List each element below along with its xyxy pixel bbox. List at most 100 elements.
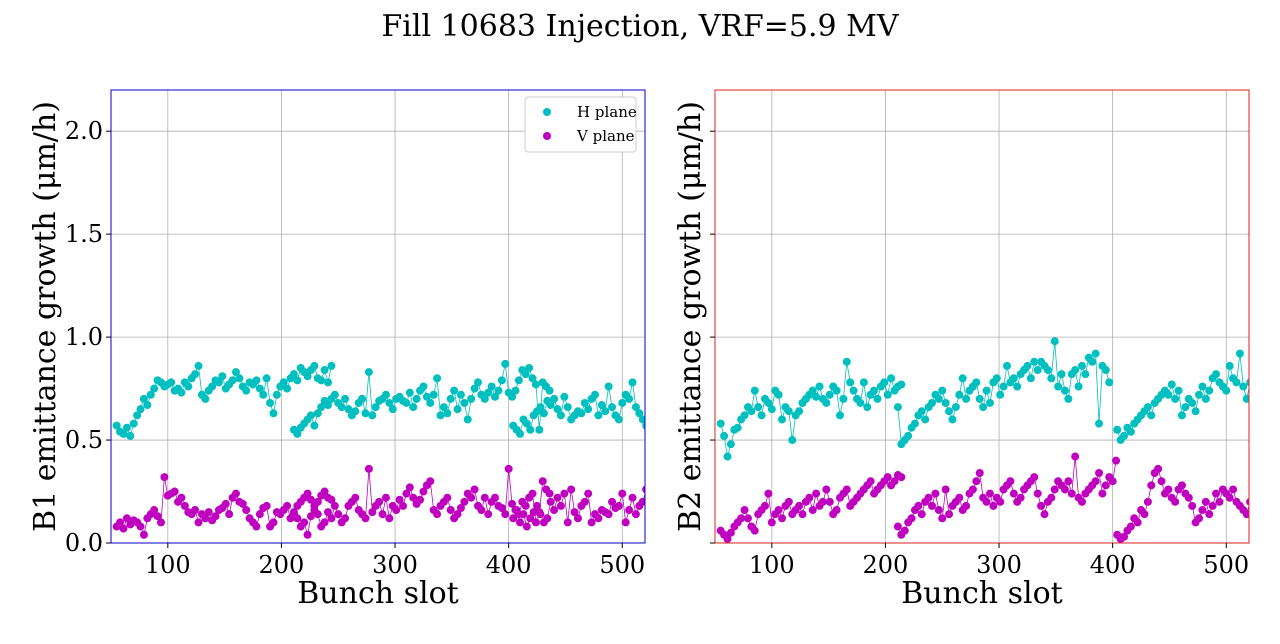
data-point	[870, 386, 879, 395]
plot-area	[716, 337, 1264, 543]
data-point	[330, 501, 339, 510]
data-point	[839, 394, 848, 403]
data-point	[934, 506, 943, 515]
data-point	[996, 497, 1005, 506]
data-point	[649, 490, 657, 498]
data-point	[1009, 489, 1018, 498]
data-point	[948, 415, 957, 424]
data-point	[1071, 366, 1080, 375]
data-point	[221, 499, 230, 508]
data-point	[723, 452, 732, 461]
data-point	[1171, 394, 1180, 403]
data-point	[405, 388, 414, 397]
data-point	[306, 512, 315, 521]
data-point	[446, 394, 455, 403]
data-point	[242, 506, 251, 515]
data-point	[1225, 361, 1234, 370]
data-point	[521, 501, 530, 510]
data-point	[204, 508, 213, 517]
data-point	[747, 407, 756, 416]
data-point	[473, 378, 482, 387]
data-point	[283, 501, 292, 510]
data-point	[740, 411, 749, 420]
data-point	[979, 403, 988, 412]
series-line	[293, 468, 550, 535]
data-point	[764, 489, 773, 498]
data-point	[938, 386, 947, 395]
data-point	[501, 359, 510, 368]
data-point	[119, 429, 128, 438]
data-point	[146, 390, 155, 399]
data-point	[409, 403, 418, 412]
data-point	[371, 403, 380, 412]
data-point	[805, 493, 814, 502]
data-point	[917, 407, 926, 416]
data-point	[1095, 419, 1104, 428]
data-point	[504, 464, 513, 473]
data-point	[1047, 374, 1056, 383]
data-point	[924, 493, 933, 502]
data-point	[538, 477, 547, 486]
data-point	[521, 370, 530, 379]
data-point	[201, 394, 210, 403]
data-point	[293, 514, 302, 523]
data-point	[143, 401, 152, 410]
data-point	[484, 388, 493, 397]
data-point	[628, 378, 637, 387]
data-point	[938, 514, 947, 523]
data-point	[1108, 477, 1117, 486]
data-point	[1256, 518, 1264, 526]
data-point	[511, 386, 520, 395]
data-point	[649, 399, 657, 407]
data-point	[1147, 411, 1156, 420]
data-point	[1101, 366, 1110, 375]
data-point	[652, 389, 660, 397]
data-point	[536, 510, 545, 519]
y-tick-label: 2.0	[65, 117, 103, 145]
data-point	[1081, 370, 1090, 379]
data-point	[774, 390, 783, 399]
data-point	[177, 493, 186, 502]
data-point	[405, 483, 414, 492]
data-point	[1095, 468, 1104, 477]
data-point	[1026, 374, 1035, 383]
data-point	[313, 409, 322, 418]
data-point	[985, 398, 994, 407]
x-axis-label: Bunch slot	[901, 576, 1062, 611]
y-axis-label: B2 emittance growth (μm/h)	[673, 101, 708, 532]
data-point	[317, 403, 326, 412]
data-point	[450, 386, 459, 395]
data-point	[320, 366, 329, 375]
data-point	[1040, 510, 1049, 519]
plot-frame	[714, 89, 1250, 544]
data-point	[1212, 489, 1221, 498]
data-point	[136, 522, 145, 531]
data-point	[945, 407, 954, 416]
data-point	[999, 382, 1008, 391]
data-point	[818, 497, 827, 506]
data-point	[812, 489, 821, 498]
data-point	[324, 378, 333, 387]
data-point	[928, 398, 937, 407]
data-point	[975, 394, 984, 403]
data-point	[1057, 370, 1066, 379]
data-point	[955, 493, 964, 502]
data-point	[1242, 394, 1249, 403]
data-point	[815, 382, 824, 391]
data-point	[191, 370, 200, 379]
data-point	[531, 518, 540, 527]
data-point	[591, 390, 600, 399]
data-point	[306, 411, 315, 420]
data-point	[484, 510, 493, 519]
data-point	[553, 493, 562, 502]
data-point	[364, 464, 373, 473]
data-point	[1091, 349, 1100, 358]
data-point	[1250, 370, 1258, 378]
data-point	[528, 489, 537, 498]
data-point	[381, 493, 390, 502]
data-point	[494, 386, 503, 395]
x-tick-label: 200	[259, 551, 305, 579]
data-point	[467, 493, 476, 502]
data-point	[546, 401, 555, 410]
data-point	[1112, 456, 1121, 465]
